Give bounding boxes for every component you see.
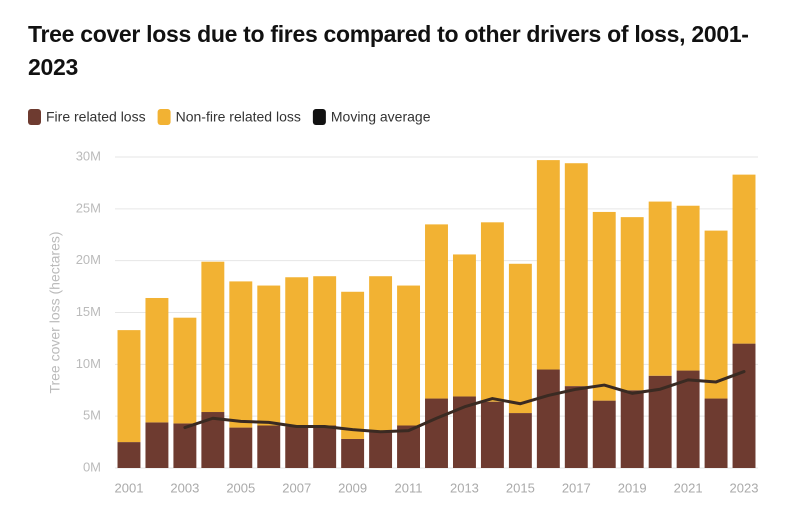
y-tick-label: 10M bbox=[76, 356, 101, 371]
bar bbox=[480, 401, 504, 468]
bar bbox=[648, 201, 672, 376]
bar bbox=[117, 442, 141, 468]
bar bbox=[564, 386, 588, 468]
chart-title: Tree cover loss due to fires compared to… bbox=[28, 21, 749, 80]
bar bbox=[313, 276, 337, 426]
x-tick-label: 2005 bbox=[226, 480, 255, 495]
x-tick-label: 2013 bbox=[450, 480, 479, 495]
x-tick-label: 2009 bbox=[338, 480, 367, 495]
bar bbox=[201, 412, 225, 468]
x-tick-label: 2023 bbox=[730, 480, 759, 495]
bar bbox=[704, 230, 728, 399]
y-tick-label: 0M bbox=[83, 459, 101, 474]
legend-swatch bbox=[312, 109, 326, 125]
bar bbox=[397, 425, 421, 468]
y-tick-label: 15M bbox=[76, 304, 101, 319]
bar bbox=[285, 277, 309, 427]
legend-swatch bbox=[157, 109, 171, 125]
bar bbox=[508, 413, 532, 468]
bar bbox=[229, 427, 253, 468]
bar bbox=[369, 276, 393, 431]
bar bbox=[117, 330, 141, 443]
bar bbox=[480, 222, 504, 402]
bar bbox=[425, 224, 448, 399]
bar bbox=[676, 370, 700, 468]
bar bbox=[452, 254, 476, 397]
bar bbox=[369, 430, 393, 468]
y-tick-label: 20M bbox=[76, 252, 101, 267]
y-tick-label: 5M bbox=[83, 408, 101, 423]
y-axis-label: Tree cover loss (hectares) bbox=[47, 231, 63, 393]
legend-label: Fire related loss bbox=[46, 109, 146, 125]
bar bbox=[285, 426, 309, 468]
bar bbox=[425, 398, 448, 468]
legend-swatch bbox=[28, 109, 41, 125]
bar bbox=[341, 291, 365, 439]
bar bbox=[592, 211, 616, 401]
y-tick-label: 25M bbox=[76, 200, 101, 215]
bar bbox=[536, 160, 560, 370]
bar bbox=[620, 217, 644, 391]
x-tick-label: 2001 bbox=[115, 480, 144, 495]
bar bbox=[732, 174, 756, 344]
bar bbox=[452, 396, 476, 468]
legend-label: Moving average bbox=[331, 109, 431, 125]
bar bbox=[676, 205, 700, 371]
bar bbox=[257, 425, 281, 468]
bar bbox=[257, 285, 281, 426]
x-tick-label: 2017 bbox=[562, 480, 591, 495]
bar bbox=[536, 369, 560, 468]
bar bbox=[620, 390, 644, 468]
bar bbox=[564, 163, 588, 387]
x-tick-label: 2015 bbox=[506, 480, 535, 495]
x-tick-label: 2011 bbox=[395, 480, 423, 495]
bar bbox=[648, 375, 672, 468]
x-tick-label: 2021 bbox=[674, 480, 703, 495]
bar bbox=[508, 263, 532, 414]
bar bbox=[173, 317, 197, 424]
bar bbox=[341, 438, 365, 468]
bar bbox=[145, 422, 169, 468]
y-tick-label: 30M bbox=[76, 148, 101, 163]
bar bbox=[313, 425, 337, 468]
x-tick-label: 2003 bbox=[170, 480, 199, 495]
bar bbox=[201, 261, 225, 413]
bar bbox=[229, 281, 253, 428]
bar bbox=[592, 400, 616, 468]
legend-label: Non-fire related loss bbox=[176, 109, 301, 125]
x-tick-label: 2019 bbox=[618, 480, 647, 495]
bar bbox=[704, 398, 728, 468]
moving-average-line bbox=[183, 370, 746, 434]
bar bbox=[732, 343, 756, 468]
bar bbox=[145, 297, 169, 423]
bar bbox=[397, 285, 421, 426]
x-tick-label: 2007 bbox=[282, 480, 311, 495]
bar bbox=[173, 423, 197, 468]
